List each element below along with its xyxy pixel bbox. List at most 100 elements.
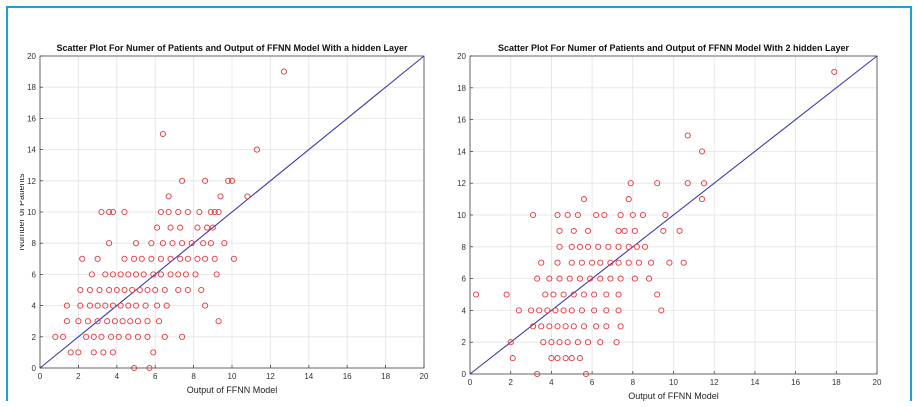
data-point xyxy=(127,318,134,325)
data-point xyxy=(179,240,186,247)
data-point xyxy=(613,339,620,346)
data-point xyxy=(125,333,132,340)
y-tick-label: 16 xyxy=(27,114,36,123)
data-point xyxy=(177,224,184,231)
data-point xyxy=(576,355,583,362)
data-point xyxy=(528,307,535,314)
y-tick-label: 12 xyxy=(27,177,36,186)
data-point xyxy=(179,177,186,184)
x-tick-label: 2 xyxy=(76,372,81,381)
data-point xyxy=(568,355,575,362)
data-point xyxy=(554,355,561,362)
data-point xyxy=(202,177,209,184)
data-point xyxy=(617,275,624,282)
x-tick-label: 10 xyxy=(228,372,237,381)
data-point xyxy=(59,333,67,340)
data-point xyxy=(700,180,708,187)
data-point xyxy=(90,333,97,340)
data-point xyxy=(77,302,84,309)
data-point xyxy=(146,364,153,372)
data-point xyxy=(188,240,195,247)
data-point xyxy=(125,302,132,309)
data-point xyxy=(578,259,585,266)
x-tick-label: 10 xyxy=(669,378,678,387)
data-point xyxy=(132,240,140,247)
data-point xyxy=(580,196,588,203)
data-point xyxy=(167,271,174,278)
data-point xyxy=(625,243,632,250)
data-point xyxy=(107,333,115,340)
data-point xyxy=(175,271,182,278)
figure-frame xyxy=(6,6,912,401)
data-point xyxy=(165,208,172,216)
data-point xyxy=(182,271,189,278)
data-point xyxy=(607,275,614,282)
x-tick-label: 8 xyxy=(631,378,636,387)
data-point xyxy=(98,208,105,216)
data-point xyxy=(578,307,585,314)
data-point xyxy=(538,323,545,330)
data-point xyxy=(109,302,117,309)
data-point xyxy=(196,208,203,216)
data-point xyxy=(629,211,636,219)
y-tick-label: 14 xyxy=(457,147,466,156)
data-point xyxy=(179,333,186,340)
data-point xyxy=(132,302,140,309)
data-point xyxy=(211,208,218,216)
data-point xyxy=(562,355,569,362)
data-point xyxy=(570,227,577,234)
data-point xyxy=(544,307,551,314)
data-point xyxy=(63,318,70,325)
data-point xyxy=(175,208,182,216)
data-point xyxy=(556,339,563,346)
data-point xyxy=(641,243,649,250)
y-tick-label: 18 xyxy=(457,84,466,93)
data-point xyxy=(63,302,70,309)
data-point xyxy=(104,318,111,325)
data-point xyxy=(473,291,480,298)
data-point xyxy=(109,208,117,216)
data-point xyxy=(144,333,151,340)
data-point xyxy=(244,193,251,200)
data-point xyxy=(589,259,596,266)
y-tick-label: 14 xyxy=(27,146,36,155)
data-point xyxy=(132,271,140,278)
data-point xyxy=(52,333,59,340)
x-tick-label: 8 xyxy=(191,372,196,381)
y-tick-label: 18 xyxy=(27,83,36,92)
data-point xyxy=(230,255,237,262)
data-point xyxy=(215,208,222,216)
data-point xyxy=(106,208,113,216)
data-point xyxy=(129,286,136,294)
data-point xyxy=(666,259,673,266)
x-tick-label: 4 xyxy=(549,378,554,387)
data-point xyxy=(639,211,647,219)
data-point xyxy=(554,323,561,330)
x-tick-label: 14 xyxy=(750,378,759,387)
data-point xyxy=(556,243,563,250)
data-point xyxy=(117,271,124,278)
y-tick-label: 6 xyxy=(32,270,37,279)
data-point xyxy=(593,323,600,330)
data-point xyxy=(625,259,632,266)
data-point xyxy=(150,271,157,278)
data-point xyxy=(77,286,84,294)
x-tick-label: 4 xyxy=(115,372,120,381)
data-point xyxy=(94,318,101,325)
y-axis-label: Number of Patients xyxy=(454,176,456,254)
data-point xyxy=(202,255,209,262)
data-point xyxy=(507,339,514,346)
data-point xyxy=(209,224,216,231)
data-point xyxy=(169,240,176,247)
data-point xyxy=(574,339,581,346)
data-point xyxy=(536,307,543,314)
y-tick-label: 8 xyxy=(462,243,467,252)
data-point xyxy=(648,259,655,266)
data-point xyxy=(194,255,201,262)
data-point xyxy=(631,275,638,282)
data-point xyxy=(106,286,113,294)
data-point xyxy=(100,349,107,356)
data-point xyxy=(530,211,537,219)
data-point xyxy=(597,275,604,282)
data-point xyxy=(597,339,604,346)
